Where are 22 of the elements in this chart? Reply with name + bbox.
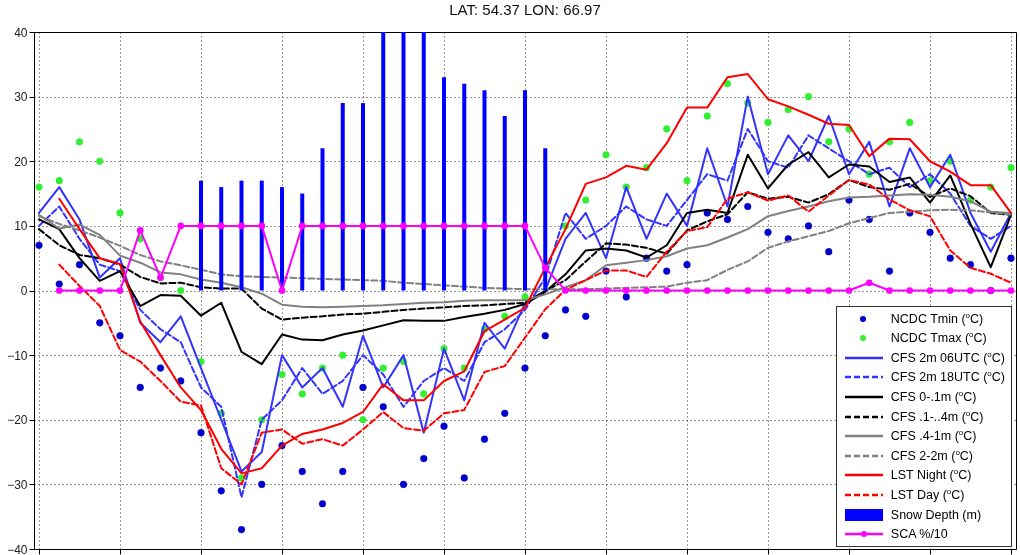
- y-tick-label: 0: [20, 284, 28, 298]
- legend-label: LST Day ($^{o}$C): [890, 487, 965, 503]
- legend-label: NCDC Tmin ($^{o}$C): [890, 310, 984, 326]
- legend-label: LST Night ($^{o}$C): [890, 467, 972, 483]
- y-tick-label: 30: [14, 90, 28, 105]
- y-tick-label: 40: [14, 25, 28, 40]
- y-tick-label: −40: [7, 542, 28, 555]
- legend-label: CFS 2m 06UTC ($^{o}$C): [890, 349, 1005, 365]
- y-tick-label: −10: [7, 348, 28, 363]
- legend-label: CFS 2m 18UTC ($^{o}$C): [890, 369, 1005, 385]
- y-tick-label: −20: [7, 413, 28, 428]
- legend-label: CFS 2-2m ($^{o}$C): [890, 447, 974, 463]
- legend-label: Snow Depth (m): [890, 507, 982, 522]
- chart-title: LAT: 54.37 LON: 66.97: [449, 1, 601, 18]
- legend-label: NCDC Tmax ($^{o}$C): [890, 330, 987, 346]
- y-tick-label: 20: [14, 154, 28, 169]
- y-tick-label: −30: [7, 477, 28, 492]
- legend-label: CFS 0-.1m ($^{o}$C): [890, 389, 977, 405]
- legend-label: CFS .4-1m ($^{o}$C): [890, 428, 977, 444]
- legend-label: SCA %/10: [890, 527, 948, 542]
- legend-label: CFS .1-..4m ($^{o}$C): [890, 408, 984, 424]
- y-tick-label: 10: [14, 219, 28, 234]
